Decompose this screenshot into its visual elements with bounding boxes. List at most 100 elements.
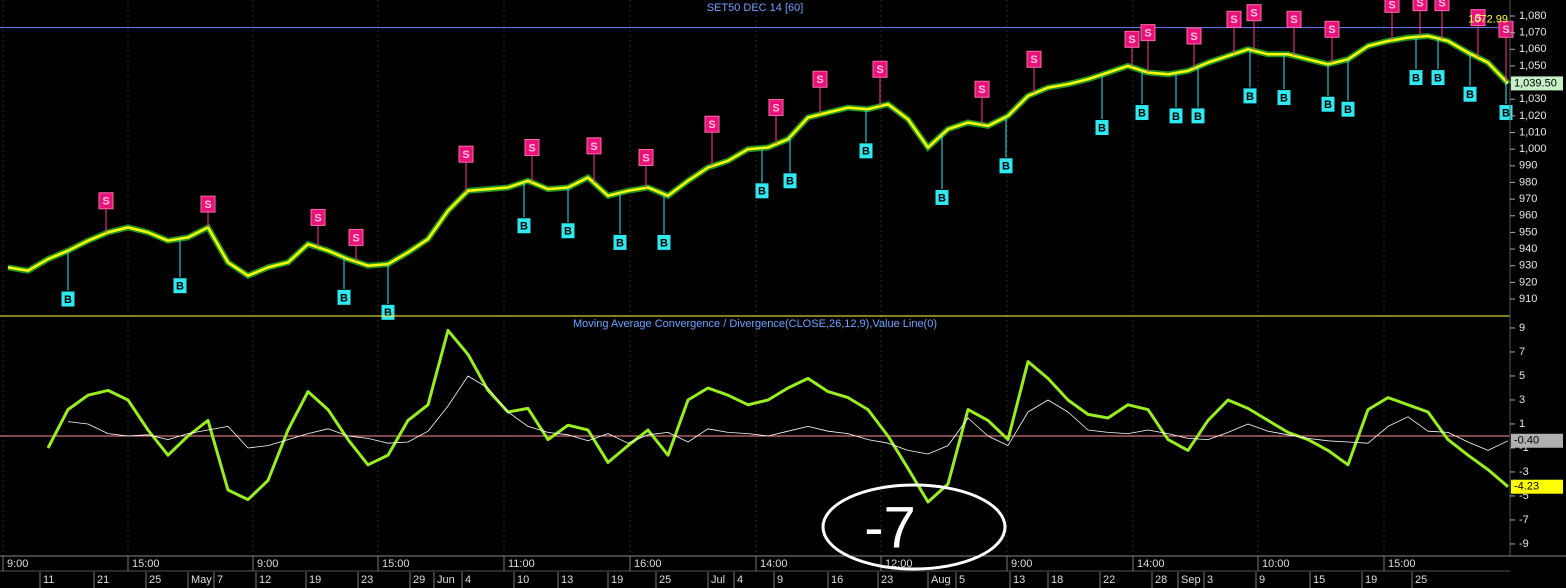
- y-tick-label: 1,030: [1519, 93, 1547, 105]
- signal-label: S: [1502, 24, 1509, 36]
- signal-label: B: [1466, 89, 1474, 101]
- x-minor-tick-label: Jun: [437, 574, 455, 586]
- signal-label: B: [1098, 122, 1106, 134]
- signal-label: B: [564, 226, 572, 238]
- x-minor-tick-label: 23: [881, 574, 893, 586]
- signal-label: S: [590, 141, 597, 153]
- signal-label: S: [462, 149, 469, 161]
- x-minor-tick-label: 13: [561, 574, 573, 586]
- y-tick-label: 7: [1519, 346, 1525, 358]
- signal-box: [60, 290, 76, 308]
- y-tick-label: 930: [1519, 260, 1537, 272]
- signal-box: [1190, 107, 1206, 125]
- signal-box: [516, 217, 532, 235]
- last-value-tag: [1511, 479, 1563, 494]
- x-tick-label: 10:00: [1262, 558, 1290, 570]
- signal-label: S: [1144, 28, 1151, 40]
- signal-label: B: [1138, 107, 1146, 119]
- last-value-label: 1,039.50: [1514, 77, 1557, 89]
- signal-box: [1324, 20, 1340, 38]
- signal-box: [524, 139, 540, 157]
- signal-box: [1340, 100, 1356, 118]
- x-minor-tick-label: 4: [737, 574, 743, 586]
- signal-label: S: [102, 196, 109, 208]
- signal-label: B: [1194, 111, 1202, 123]
- signal-label: B: [64, 294, 72, 306]
- signal-label: B: [1002, 161, 1010, 173]
- signal-label: S: [352, 232, 359, 244]
- x-tick-label: 15:00: [1388, 558, 1416, 570]
- y-tick-label: 1: [1519, 418, 1525, 430]
- x-minor-tick-label: 29: [413, 574, 425, 586]
- y-tick-label: -1: [1519, 442, 1529, 454]
- y-tick-label: 1,050: [1519, 60, 1547, 72]
- signal-box: [1094, 119, 1110, 137]
- signal-label: S: [708, 119, 715, 131]
- signal-label: S: [1190, 31, 1197, 43]
- signal-box: [1412, 0, 1428, 12]
- x-minor-tick-label: 23: [361, 574, 373, 586]
- x-minor-tick-label: 25: [1415, 574, 1427, 586]
- last-value-label: -0.40: [1514, 435, 1539, 447]
- signal-box: [336, 288, 352, 306]
- x-minor-tick-label: 16: [831, 574, 843, 586]
- signal-box: [782, 172, 798, 190]
- y-tick-label: 980: [1519, 176, 1537, 188]
- signal-box: [1286, 10, 1302, 28]
- y-tick-label: 9: [1519, 322, 1525, 334]
- signal-box: [98, 192, 114, 210]
- x-minor-tick-label: 5: [959, 574, 965, 586]
- signal-box: [934, 188, 950, 206]
- y-tick-label: -5: [1519, 490, 1529, 502]
- signal-box: [1462, 85, 1478, 103]
- signal-label: B: [1344, 104, 1352, 116]
- macd-title: Moving Average Convergence / Divergence(…: [573, 318, 937, 330]
- signal-label: B: [176, 281, 184, 293]
- signal-label: B: [660, 237, 668, 249]
- signal-label: S: [1388, 0, 1395, 11]
- signal-label: B: [1502, 107, 1510, 119]
- x-minor-tick-label: 28: [1155, 574, 1167, 586]
- x-tick-label: 9:00: [7, 558, 28, 570]
- signal-box: [974, 80, 990, 98]
- signal-label: S: [1474, 13, 1481, 25]
- signal-box: [638, 149, 654, 167]
- x-minor-tick-label: 4: [465, 574, 471, 586]
- signal-box: [656, 233, 672, 251]
- signal-box: [310, 208, 326, 226]
- y-tick-label: 1,060: [1519, 43, 1547, 55]
- signal-label: B: [862, 146, 870, 158]
- signal-box: [998, 157, 1014, 175]
- signal-box: [858, 142, 874, 160]
- signal-box: [1430, 69, 1446, 87]
- signal-label: S: [642, 152, 649, 164]
- signal-box: [1026, 50, 1042, 68]
- signal-box: [1470, 9, 1486, 27]
- y-tick-label: 5: [1519, 370, 1525, 382]
- signal-box: [458, 145, 474, 163]
- x-minor-tick-label: Sep: [1181, 574, 1201, 586]
- signal-label: S: [204, 199, 211, 211]
- annotation-circle: [821, 483, 1007, 571]
- signal-box: [1186, 27, 1202, 45]
- x-minor-tick-label: 22: [1103, 574, 1115, 586]
- signal-label: S: [314, 212, 321, 224]
- signal-box: [1140, 24, 1156, 42]
- x-minor-tick-label: 19: [1365, 574, 1377, 586]
- x-minor-tick-label: 19: [611, 574, 623, 586]
- y-tick-label: 960: [1519, 210, 1537, 222]
- signal-box: [612, 233, 628, 251]
- signal-label: S: [528, 142, 535, 154]
- x-tick-label: 9:00: [1011, 558, 1032, 570]
- signal-label: B: [1246, 91, 1254, 103]
- y-tick-label: 920: [1519, 276, 1537, 288]
- y-tick-label: 940: [1519, 243, 1537, 255]
- signal-label: B: [1172, 111, 1180, 123]
- signal-box: [754, 182, 770, 200]
- signal-box: [1134, 104, 1150, 122]
- y-tick-label: -3: [1519, 466, 1529, 478]
- signal-label: B: [1324, 99, 1332, 111]
- signal-label: S: [1416, 0, 1423, 10]
